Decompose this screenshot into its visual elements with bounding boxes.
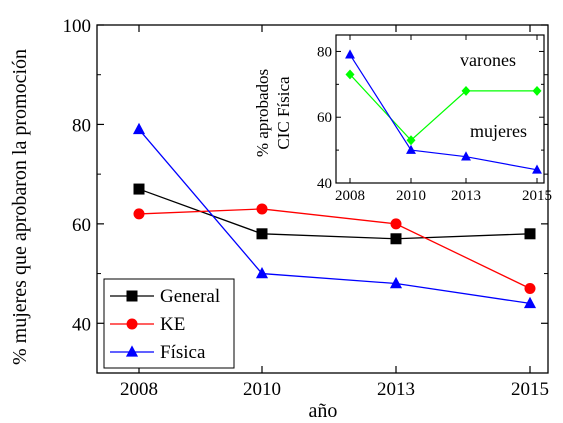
inset-y-tick-label: 80 <box>317 44 332 60</box>
legend-marker <box>126 290 138 302</box>
x-tick-label: 2010 <box>243 379 281 400</box>
data-point-general <box>390 233 402 245</box>
x-tick-label: 2013 <box>377 379 415 400</box>
data-point-ke <box>524 282 536 294</box>
inset-series-line-0 <box>349 74 537 142</box>
y-tick-label: 80 <box>72 115 91 136</box>
data-point-general <box>133 183 145 195</box>
annotation-mujeres: mujeres <box>470 121 527 141</box>
inset-y-tick-label: 40 <box>317 176 332 192</box>
inset-y-tick-label: 60 <box>317 110 332 126</box>
legend-marker <box>125 345 139 357</box>
inset-plot-frame <box>335 34 545 184</box>
data-point-física <box>132 122 146 135</box>
inset-data-point-0 <box>406 135 416 146</box>
inset-x-tick-label: 2010 <box>396 188 426 204</box>
data-point-ke <box>390 218 402 230</box>
inset-x-tick-label: 2015 <box>522 188 552 204</box>
legend-marker <box>126 318 138 330</box>
inset-data-point-1 <box>461 151 471 161</box>
inset-series-line-1 <box>349 54 538 171</box>
inset-series-group <box>345 49 542 174</box>
x-axis-label: año <box>309 400 338 422</box>
series-line-ke <box>138 208 531 290</box>
annotation-varones: varones <box>460 50 516 70</box>
inset-data-point-0 <box>461 85 471 96</box>
data-point-física <box>523 296 537 309</box>
inset-data-point-0 <box>345 69 355 80</box>
main-chart: 2008 2010 2013 2015 40 60 80 100 año % mujeres … <box>9 16 549 422</box>
series-line-física <box>138 128 531 305</box>
legend-label: KE <box>160 314 185 335</box>
data-point-física <box>255 266 269 279</box>
main-plot-frame <box>96 24 549 374</box>
y-tick-label: 40 <box>72 314 91 335</box>
data-point-ke <box>133 208 145 220</box>
legend-label: General <box>160 286 220 307</box>
x-tick-label: 2015 <box>511 379 549 400</box>
data-point-general <box>256 228 268 240</box>
y-tick-label: 100 <box>63 16 92 37</box>
inset-y-label-line-1: % aprobados <box>253 69 272 157</box>
inset-chart: 2008 2010 2013 2015 40 60 80 % aprobados CIC F… <box>253 34 552 204</box>
inset-axes: 2008 2010 2013 2015 40 60 80 <box>317 35 552 204</box>
data-point-física <box>389 276 403 289</box>
main-axes: 2008 2010 2013 2015 40 60 80 100 <box>63 16 550 400</box>
y-tick-label: 60 <box>72 215 91 236</box>
inset-data-point-1 <box>345 49 355 59</box>
main-series-group <box>132 122 537 309</box>
x-tick-label: 2008 <box>120 379 158 400</box>
inset-data-point-0 <box>532 85 542 96</box>
legend: General KE Física <box>103 278 235 369</box>
data-point-general <box>524 228 536 240</box>
data-point-ke <box>256 203 268 215</box>
inset-data-point-1 <box>532 164 542 174</box>
legend-label: Física <box>160 342 206 363</box>
inset-data-point-1 <box>406 144 416 154</box>
inset-x-tick-label: 2013 <box>451 188 481 204</box>
y-axis-label: % mujeres que aprobaron la promoción <box>9 49 31 365</box>
inset-x-tick-label: 2008 <box>335 188 365 204</box>
inset-y-label-line-2: CIC Física <box>274 76 293 150</box>
